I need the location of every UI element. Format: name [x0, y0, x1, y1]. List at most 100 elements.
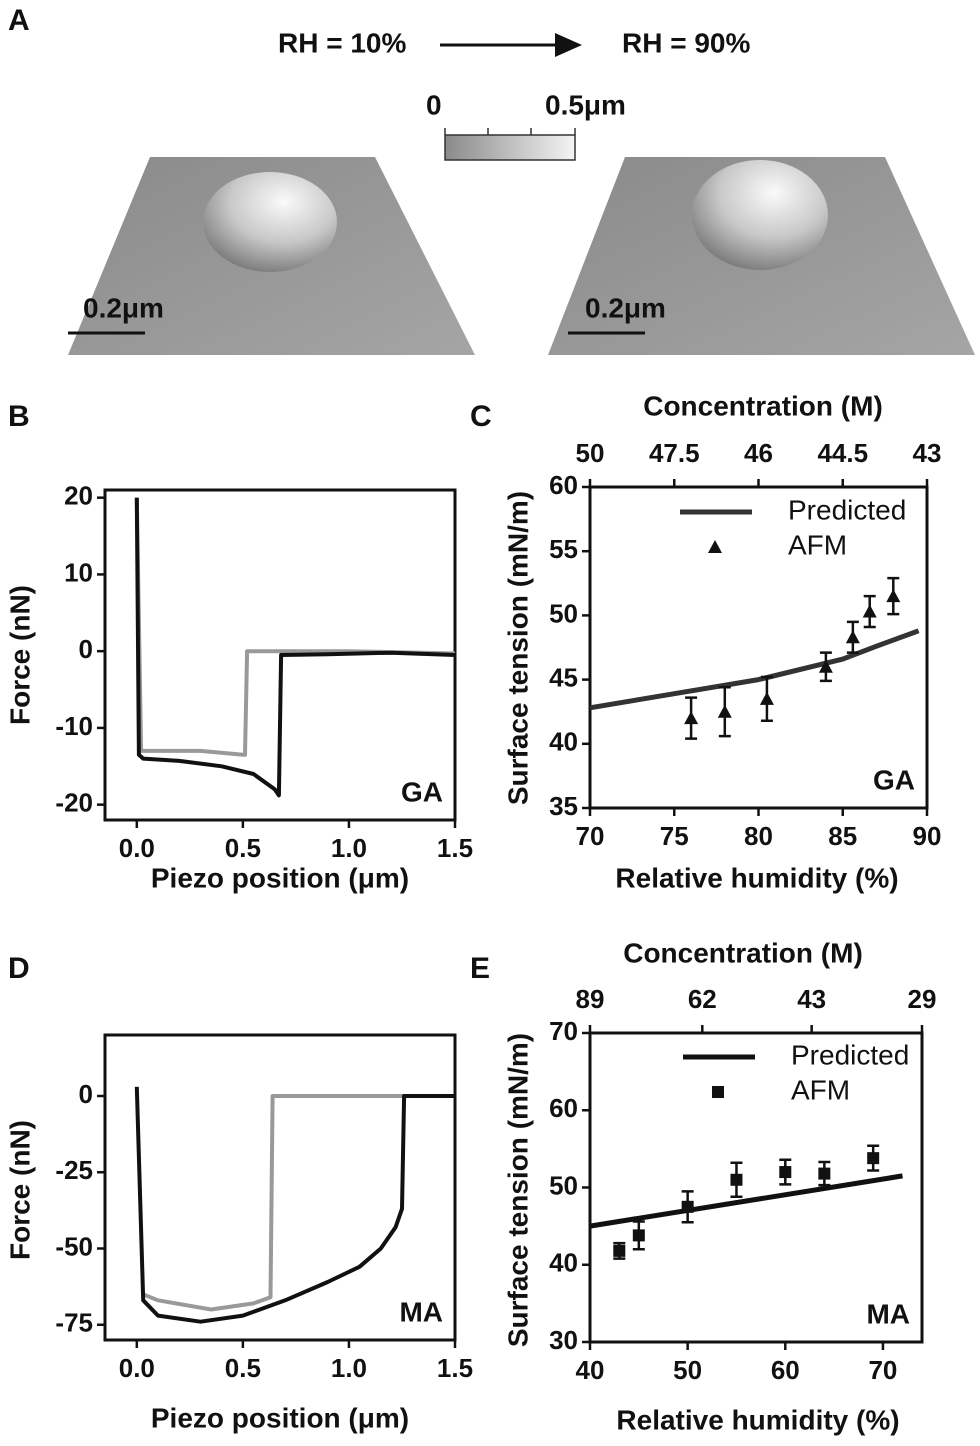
data-point [717, 704, 732, 718]
x-tick-label: 70 [576, 821, 605, 851]
y-tick-label: 60 [549, 1093, 578, 1123]
data-point [818, 1167, 831, 1180]
plot-frame [588, 1031, 924, 1344]
y-tick-label: 70 [549, 1016, 578, 1046]
x-axis-label: Piezo position (μm) [151, 862, 409, 893]
y-tick-label: 40 [549, 1248, 578, 1278]
top-tick-label: 43 [797, 984, 826, 1014]
scale-bar-label: 0.2μm [83, 292, 164, 323]
y-tick-label: -25 [55, 1155, 93, 1185]
legend-label: AFM [788, 529, 847, 560]
panel-annotation: MA [399, 1296, 443, 1327]
scale-ticks [444, 128, 576, 135]
y-tick-label: 20 [64, 481, 93, 511]
x-tick-label: 80 [744, 821, 773, 851]
plot-frame [588, 485, 929, 810]
y-axis-label: Surface tension (mN/m) [502, 491, 533, 805]
y-tick-label: 40 [549, 727, 578, 757]
scale-bar-label: 0.2μm [585, 292, 666, 323]
x-tick-label: 50 [673, 1355, 702, 1385]
panel-annotation: MA [866, 1298, 910, 1329]
y-tick-label: 50 [549, 1170, 578, 1200]
legend-swatch [712, 1086, 724, 1098]
rh-label: RH = 10% [278, 27, 406, 58]
top-tick-label: 62 [688, 984, 717, 1014]
panel-letter: D [8, 952, 30, 985]
y-tick-label: -75 [55, 1308, 93, 1338]
data-line [589, 628, 920, 711]
x-tick-label: 1.5 [437, 833, 473, 863]
legend-label: Predicted [788, 494, 906, 525]
droplet [692, 160, 828, 270]
x-tick-label: 70 [868, 1355, 897, 1385]
scale-label: 0 [426, 89, 442, 120]
panel-letter: C [470, 400, 492, 433]
top-tick-label: 89 [576, 984, 605, 1014]
data-point [886, 589, 901, 603]
legend-swatch [708, 540, 722, 553]
top-axis-label: Concentration (M) [643, 390, 883, 421]
data-point [681, 1200, 694, 1213]
x-tick-label: 1.5 [437, 1353, 473, 1383]
y-tick-label: 45 [549, 662, 578, 692]
y-tick-label: 10 [64, 557, 93, 587]
y-tick-label: 50 [549, 598, 578, 628]
data-point [779, 1166, 792, 1179]
x-tick-label: 85 [828, 821, 857, 851]
panel-a: A RH = 10% RH = 90% 0 0.5μm 0.2μm 0.2μm [8, 4, 975, 355]
x-tick-label: 40 [576, 1355, 605, 1385]
panel-annotation: GA [873, 764, 915, 795]
data-point [759, 691, 774, 705]
y-axis-label: Force (nN) [4, 1120, 35, 1260]
y-tick-label: -20 [55, 788, 93, 818]
rh-label: RH = 90% [622, 27, 750, 58]
x-tick-label: 0.5 [225, 833, 261, 863]
scale-label: 0.5μm [545, 89, 626, 120]
y-axis-label: Force (nN) [4, 585, 35, 725]
data-point [862, 604, 877, 618]
x-tick-label: 0.0 [119, 833, 155, 863]
panel-annotation: GA [401, 776, 443, 807]
data-line [589, 1173, 903, 1229]
x-axis-label: Relative humidity (%) [616, 1404, 899, 1435]
y-tick-label: 30 [549, 1325, 578, 1355]
x-tick-label: 90 [913, 821, 942, 851]
data-point [845, 630, 860, 644]
top-axis-label: Concentration (M) [623, 937, 863, 968]
x-tick-label: 60 [771, 1355, 800, 1385]
legend-label: Predicted [791, 1039, 909, 1070]
y-tick-label: -50 [55, 1231, 93, 1261]
data-line [134, 1086, 455, 1324]
x-axis-label: Relative humidity (%) [615, 862, 898, 893]
color-scale [444, 134, 576, 161]
data-line [134, 497, 456, 798]
top-tick-label: 46 [744, 438, 773, 468]
data-point [730, 1173, 743, 1186]
panel-letter: B [8, 400, 30, 433]
panel-letter: A [8, 4, 30, 37]
data-line [134, 497, 456, 757]
y-tick-label: 55 [549, 534, 578, 564]
x-axis-label: Piezo position (μm) [151, 1402, 409, 1433]
data-point [867, 1152, 880, 1165]
top-tick-label: 47.5 [649, 438, 700, 468]
y-tick-label: 0 [79, 634, 93, 664]
y-tick-label: -10 [55, 711, 93, 741]
arrow-head [555, 33, 582, 57]
y-axis-label: Surface tension (mN/m) [502, 1033, 533, 1347]
droplet [203, 172, 337, 272]
x-tick-label: 75 [660, 821, 689, 851]
data-point [684, 711, 699, 725]
y-tick-label: 0 [79, 1079, 93, 1109]
legend-label: AFM [791, 1074, 850, 1105]
y-tick-label: 60 [549, 470, 578, 500]
plot-frame [103, 1033, 457, 1342]
data-point [818, 659, 833, 673]
y-tick-label: 35 [549, 791, 578, 821]
x-tick-label: 0.0 [119, 1353, 155, 1383]
top-tick-label: 50 [576, 438, 605, 468]
data-point [613, 1244, 626, 1257]
top-tick-label: 43 [913, 438, 942, 468]
top-tick-label: 29 [908, 984, 937, 1014]
